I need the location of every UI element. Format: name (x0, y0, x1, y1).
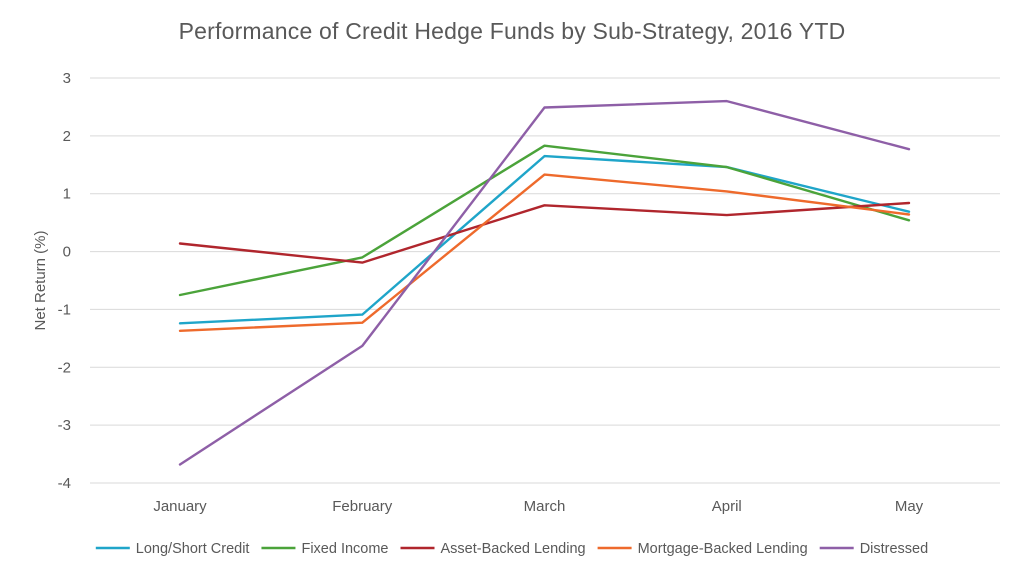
x-tick-label: January (153, 498, 207, 515)
legend-label: Long/Short Credit (136, 541, 250, 557)
series-lines (178, 99, 911, 466)
series-line-mortgage-backed-lending (178, 173, 911, 332)
y-tick-label: -4 (58, 475, 71, 492)
legend-item: Long/Short Credit (95, 541, 250, 557)
series-line-fixed-income (178, 144, 911, 297)
y-axis-title: Net Return (%) (32, 230, 49, 330)
y-tick-label: 3 (63, 70, 71, 87)
y-tick-label: 2 (63, 128, 71, 145)
chart-title: Performance of Credit Hedge Funds by Sub… (178, 18, 846, 44)
gridlines (90, 77, 1000, 484)
legend-item: Mortgage-Backed Lending (597, 541, 808, 557)
y-axis-ticks: 3 2 1 0 -1 -2 -3 -4 (58, 70, 71, 492)
y-tick-label: 0 (63, 244, 71, 261)
x-axis-ticks: January February March April May (153, 498, 923, 515)
legend-item: Distressed (819, 541, 929, 557)
legend-label: Fixed Income (301, 541, 388, 557)
legend-label: Mortgage-Backed Lending (638, 541, 808, 557)
y-tick-label: -1 (58, 301, 71, 318)
x-tick-label: April (712, 498, 742, 515)
y-tick-label: 1 (63, 186, 71, 203)
legend: Long/Short Credit Fixed Income Asset-Backe… (95, 541, 929, 557)
x-tick-label: March (524, 498, 566, 515)
series-line-long-short-credit (178, 154, 911, 325)
legend-item: Fixed Income (261, 541, 389, 557)
x-tick-label: February (332, 498, 393, 515)
x-tick-label: May (895, 498, 924, 515)
series-line-distressed (178, 99, 911, 466)
series-line-asset-backed-lending (178, 201, 911, 264)
legend-label: Distressed (860, 541, 929, 557)
y-tick-label: -2 (58, 359, 71, 376)
y-tick-label: -3 (58, 417, 71, 434)
legend-item: Asset-Backed Lending (400, 541, 586, 557)
legend-label: Asset-Backed Lending (441, 541, 586, 557)
